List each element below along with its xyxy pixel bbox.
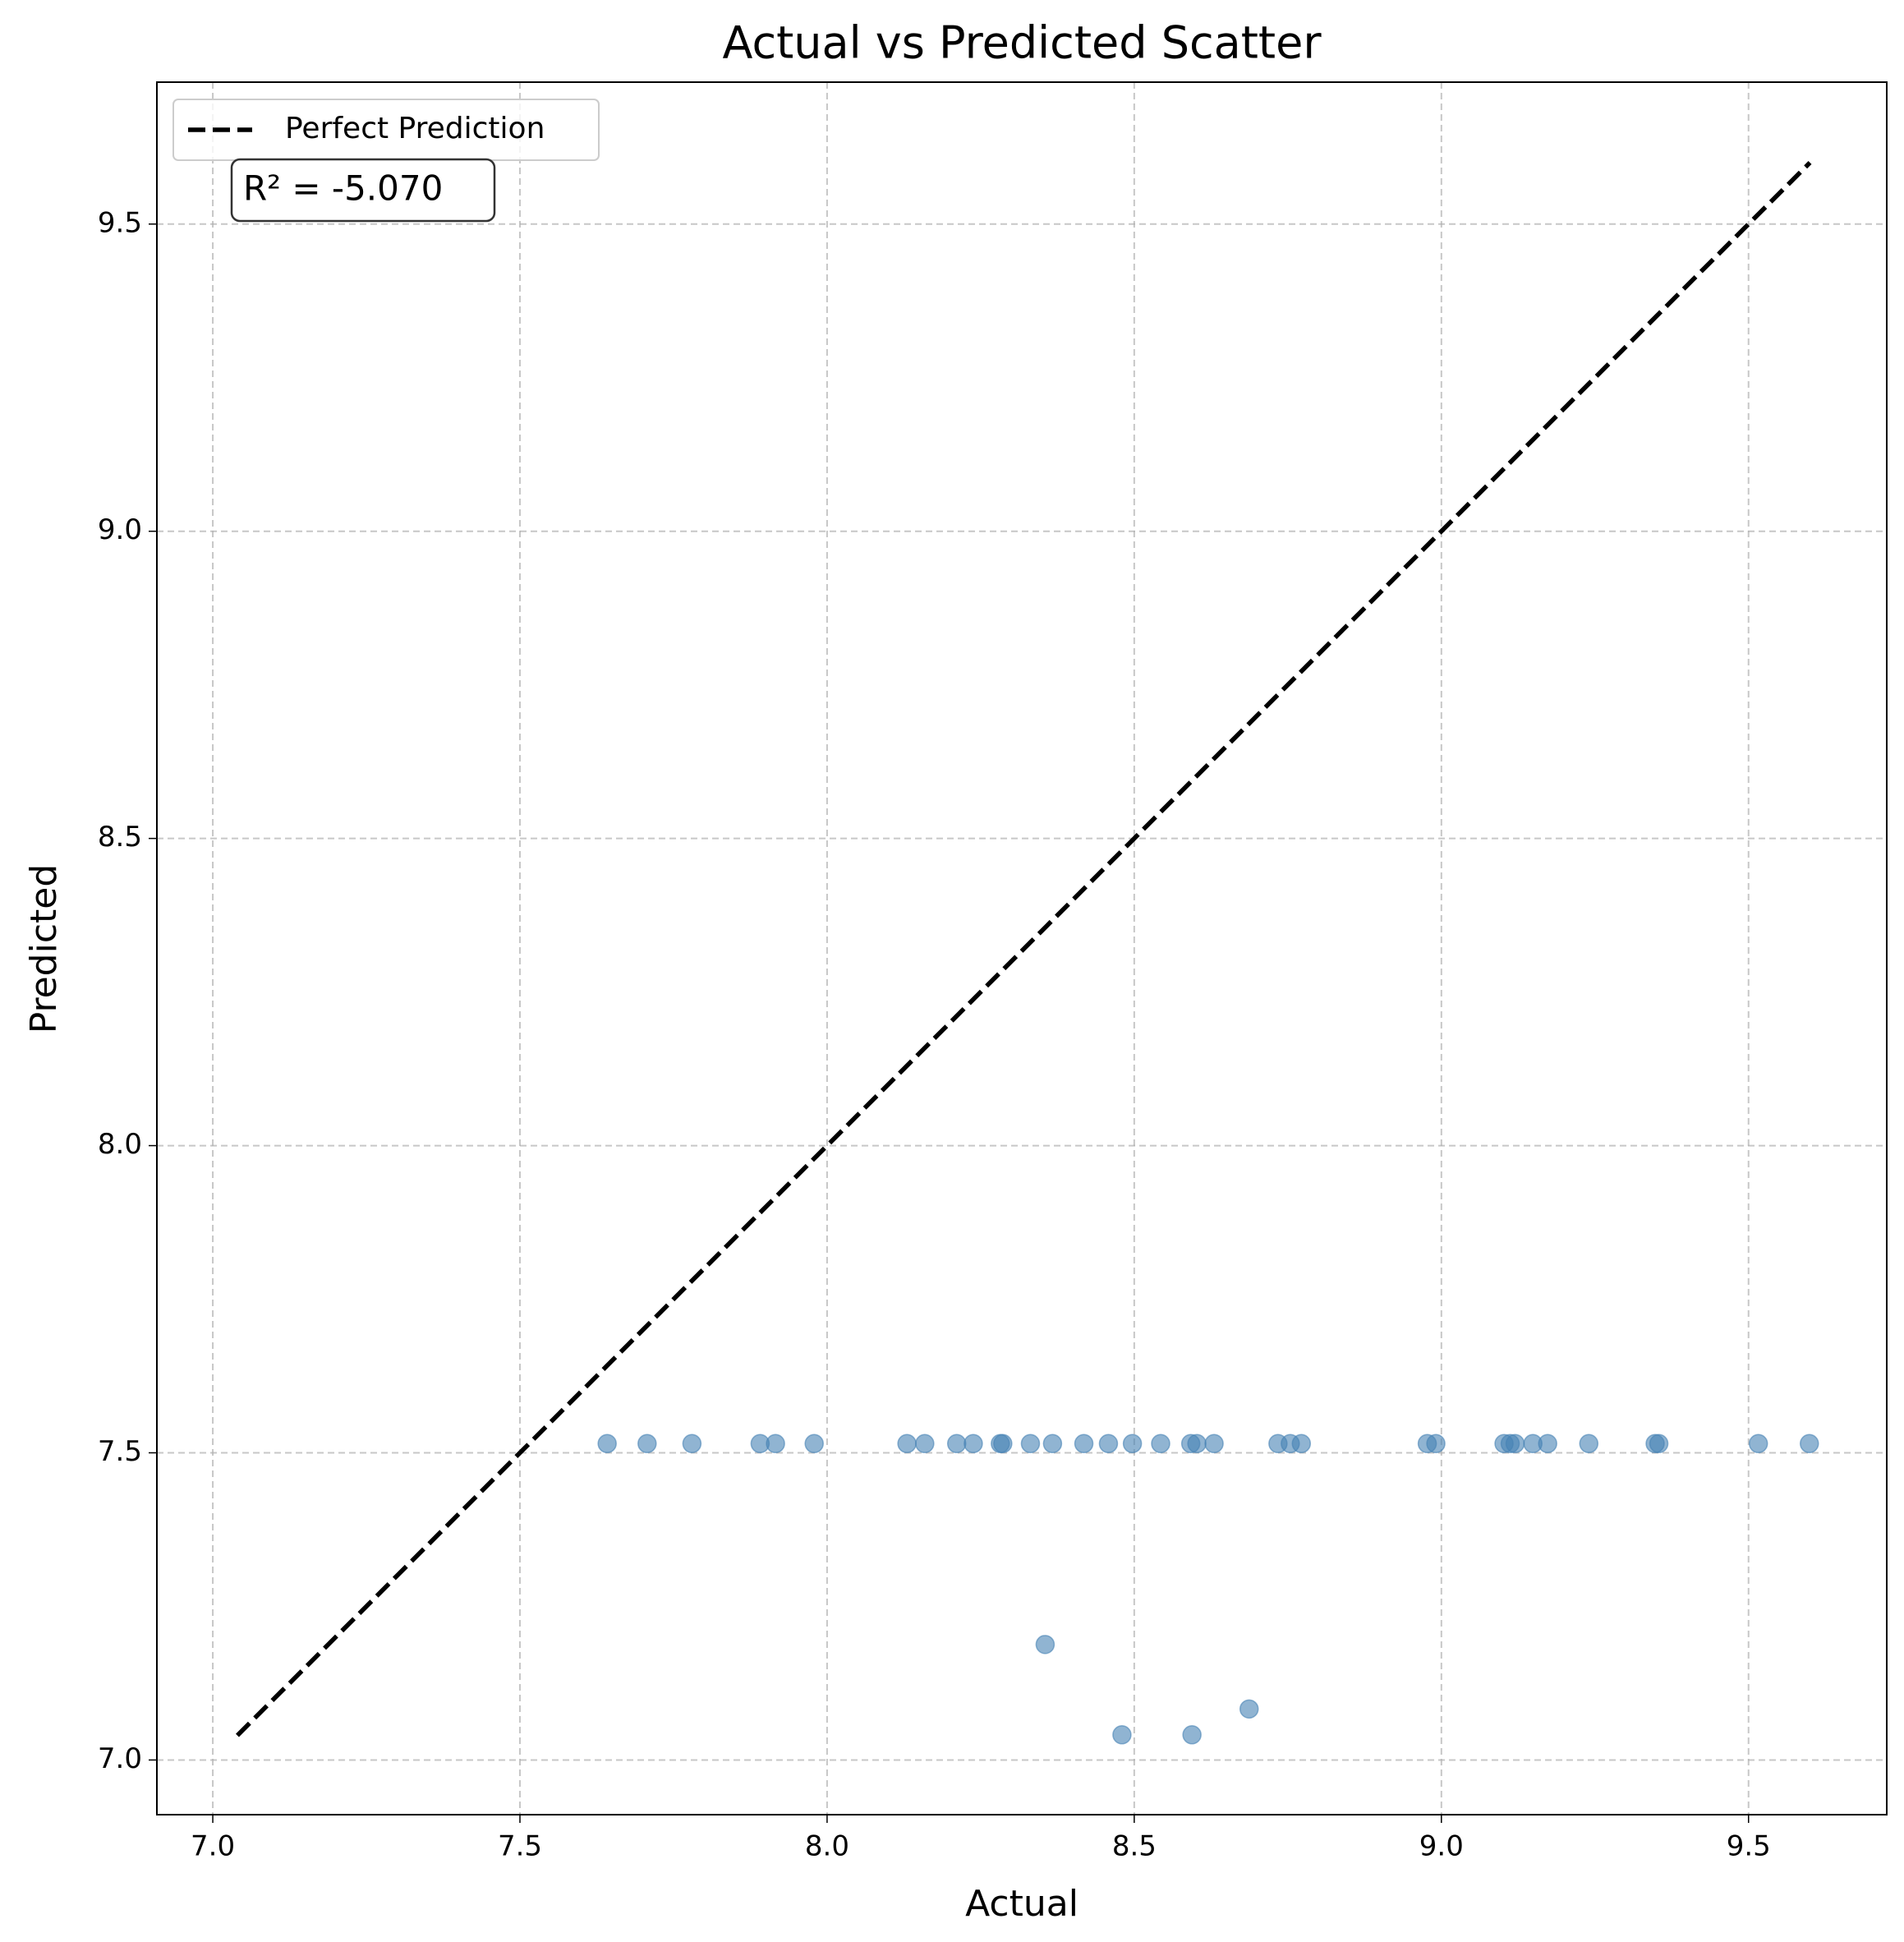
scatter-point [1291,1433,1312,1454]
scatter-point [637,1433,657,1454]
scatter-point [1042,1433,1063,1454]
scatter-point [897,1433,917,1454]
scatter-point [1505,1433,1525,1454]
legend-label: Perfect Prediction [285,112,545,145]
scatter-point [1122,1433,1143,1454]
x-tick-label: 9.0 [1419,1830,1464,1863]
scatter-point [1579,1433,1599,1454]
scatter-point [1074,1433,1094,1454]
x-tick-label: 7.0 [191,1830,235,1863]
scatter-point [1649,1433,1669,1454]
reference-line [236,161,1812,1737]
scatter-point [597,1433,617,1454]
x-tick-label: 8.5 [1112,1830,1157,1863]
y-tick-label: 9.0 [98,513,142,546]
y-axis-label: Predicted [23,864,65,1034]
y-tick-label: 8.0 [98,1128,142,1161]
annotation-box [230,158,496,223]
y-tick-label: 9.5 [98,206,142,239]
scatter-point [766,1433,785,1454]
scatter-point [682,1433,702,1454]
scatter-point [1182,1725,1202,1745]
scatter-point [1151,1433,1170,1454]
legend: Perfect Prediction [172,99,600,161]
scatter-point [1426,1433,1446,1454]
scatter-point [1204,1433,1224,1454]
scatter-point [1748,1433,1768,1454]
scatter-point [1098,1433,1119,1454]
x-tick-label: 9.5 [1727,1830,1771,1863]
x-axis-label: Actual [965,1883,1078,1925]
scatter-point [1187,1433,1207,1454]
x-tick-label: 7.5 [498,1830,542,1863]
plot-frame [156,81,1888,1815]
annotation: R² = -5.070 [243,168,443,209]
scatter-point [804,1433,824,1454]
scatter-point [993,1433,1013,1454]
chart-title: Actual vs Predicted Scatter [722,17,1322,69]
scatter-point [915,1433,935,1454]
scatter-point [1538,1433,1557,1454]
scatter-point [1112,1725,1132,1745]
scatter-point [1020,1433,1041,1454]
y-tick-label: 7.0 [98,1742,142,1775]
y-tick-label: 8.5 [98,821,142,854]
scatter-point [963,1433,983,1454]
scatter-point [1035,1635,1055,1654]
x-tick-label: 8.0 [805,1830,849,1863]
y-tick-label: 7.5 [98,1435,142,1468]
scatter-point [1239,1699,1259,1719]
scatter-point [946,1433,967,1454]
scatter-point [1800,1433,1819,1454]
